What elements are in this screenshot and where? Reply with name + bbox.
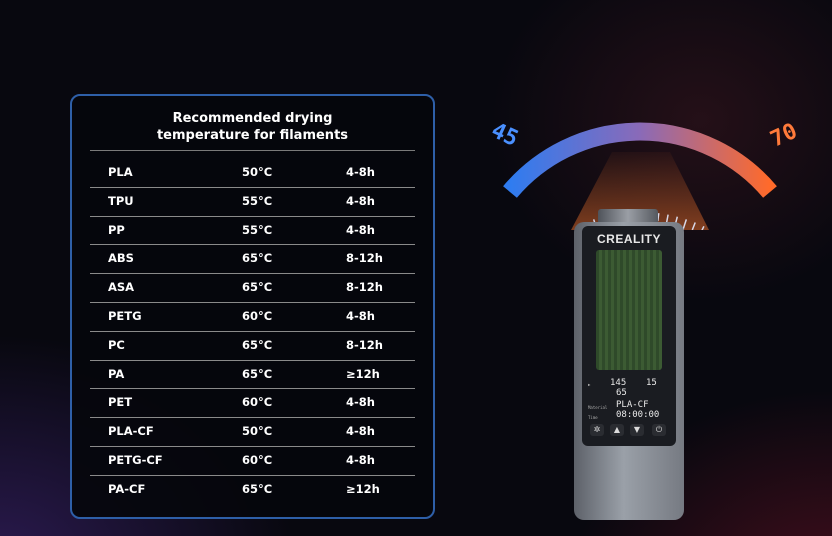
material-cell: PC: [108, 337, 125, 352]
down-arrow-icon[interactable]: ▼: [630, 424, 644, 436]
display-material-label: Material: [588, 405, 608, 410]
temperature-cell: 65°C: [242, 337, 273, 352]
table-row: PETG-CF 60°C 4-8h: [90, 447, 415, 476]
time-cell: 4-8h: [346, 395, 375, 410]
time-cell: 8-12h: [346, 337, 383, 352]
device-display: ▶ 145 15 65 Material PLA-CF Time 08:00:0…: [586, 376, 672, 438]
gauge-max-label: 70: [767, 119, 802, 153]
temperature-cell: 65°C: [242, 366, 273, 381]
table-row: PP 55°C 4-8h: [90, 217, 415, 246]
table-row: PA 65°C ≥12h: [90, 361, 415, 390]
table-row: PC 65°C 8-12h: [90, 332, 415, 361]
display-time-value: 08:00:00: [616, 410, 660, 420]
filament-spool: [596, 250, 662, 370]
temperature-cell: 65°C: [242, 481, 273, 496]
material-cell: PETG-CF: [108, 452, 163, 467]
temperature-cell: 60°C: [242, 452, 273, 467]
table-row: PLA-CF 50°C 4-8h: [90, 418, 415, 447]
material-cell: PET: [108, 395, 133, 410]
table-row: ASA 65°C 8-12h: [90, 274, 415, 303]
material-cell: TPU: [108, 193, 134, 208]
material-cell: PETG: [108, 308, 142, 323]
temperature-cell: 65°C: [242, 251, 273, 266]
material-cell: ASA: [108, 280, 135, 295]
table-row: PA-CF 65°C ≥12h: [90, 476, 415, 505]
gauge-min-label: 45: [487, 118, 522, 152]
display-set-value: 65: [616, 388, 627, 398]
title-divider: [90, 150, 415, 151]
gauge-tick: [665, 214, 669, 223]
temperature-cell: 65°C: [242, 280, 273, 295]
time-cell: 4-8h: [346, 424, 375, 439]
time-cell: 4-8h: [346, 193, 375, 208]
temperature-cell: 50°C: [242, 165, 273, 179]
gauge-tick: [682, 219, 688, 230]
gauge-tick: [701, 225, 705, 230]
table-rows: PLA 50°C 4-8h TPU 55°C 4-8h PP 55°C 4-8h ABS 65°C 8…: [90, 159, 415, 505]
material-cell: ABS: [108, 251, 134, 266]
time-cell: 4-8h: [346, 165, 375, 179]
display-temp-current: 145: [610, 378, 627, 388]
device-brand-logo: CREALITY: [597, 232, 661, 246]
material-cell: PLA-CF: [108, 424, 154, 439]
device-buttons: ✲ ▲ ▼ ⏻: [590, 424, 670, 438]
table-row: PLA 50°C 4-8h: [90, 159, 415, 188]
time-cell: 4-8h: [346, 452, 375, 467]
material-cell: PLA: [108, 165, 133, 179]
display-play-icon: ▶: [588, 382, 591, 387]
time-cell: 4-8h: [346, 222, 375, 237]
temperature-cell: 60°C: [242, 395, 273, 410]
temperature-cell: 55°C: [242, 222, 273, 237]
gauge-tick: [691, 222, 696, 230]
power-icon[interactable]: ⏻: [652, 424, 666, 436]
table-title-line1: Recommended drying: [172, 111, 333, 126]
table-title: Recommended drying temperature for filam…: [72, 110, 433, 144]
up-arrow-icon[interactable]: ▲: [610, 424, 624, 436]
settings-icon[interactable]: ✲: [590, 424, 604, 436]
time-cell: ≥12h: [346, 481, 380, 496]
material-cell: PA-CF: [108, 481, 146, 496]
time-cell: 8-12h: [346, 251, 383, 266]
material-cell: PA: [108, 366, 125, 381]
drying-table-card: Recommended drying temperature for filam…: [70, 94, 435, 519]
device-cap: [598, 209, 658, 223]
display-temp-right: 15: [646, 378, 657, 388]
time-cell: ≥12h: [346, 366, 380, 381]
time-cell: 4-8h: [346, 308, 375, 323]
material-cell: PP: [108, 222, 125, 237]
temperature-cell: 50°C: [242, 424, 273, 439]
time-cell: 8-12h: [346, 280, 383, 295]
table-row: PETG 60°C 4-8h: [90, 303, 415, 332]
temperature-cell: 60°C: [242, 308, 273, 323]
temperature-cell: 55°C: [242, 193, 273, 208]
gauge-arc: [503, 122, 777, 198]
display-material-value: PLA-CF: [616, 400, 649, 410]
table-title-line2: temperature for filaments: [156, 128, 349, 143]
display-time-label: Time: [588, 415, 598, 420]
table-row: TPU 55°C 4-8h: [90, 188, 415, 217]
table-row: PET 60°C 4-8h: [90, 389, 415, 419]
table-row: ABS 65°C 8-12h: [90, 245, 415, 275]
